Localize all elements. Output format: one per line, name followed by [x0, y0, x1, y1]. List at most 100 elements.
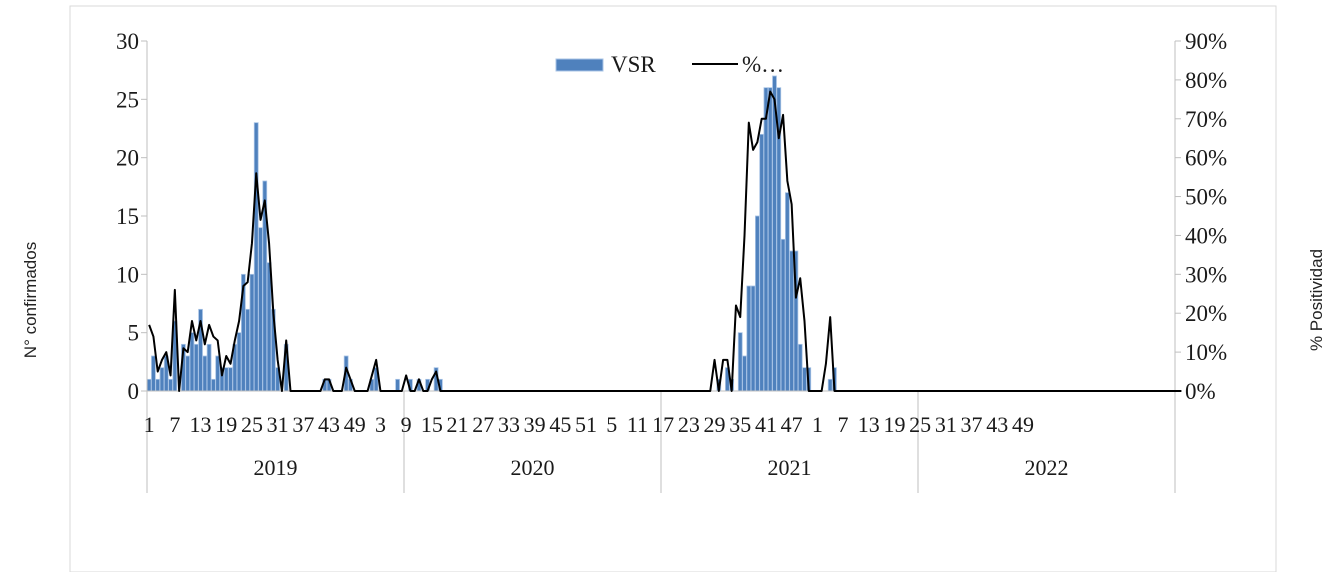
x-tick-label-8: 49: [344, 412, 366, 437]
y2-tick-label-9: 90%: [1185, 29, 1227, 54]
bar-vsr-25: [253, 122, 259, 392]
x-tick-label-32: 37: [961, 412, 983, 437]
bar-vsr-149: [784, 192, 790, 392]
year-label-2019: 2019: [254, 455, 298, 480]
bar-vsr-24: [249, 273, 255, 392]
bar-vsr-159: [827, 378, 833, 392]
bar-vsr-14: [206, 343, 212, 392]
bar-vsr-3: [159, 367, 165, 392]
bar-vsr-23: [245, 308, 251, 392]
bar-vsr-142: [755, 215, 760, 392]
x-tick-label-27: 7: [838, 412, 849, 437]
bar-vsr-138: [737, 332, 743, 392]
bar-vsr-139: [742, 355, 747, 392]
x-tick-label-23: 35: [729, 412, 751, 437]
x-tick-label-13: 27: [472, 412, 494, 437]
x-tick-label-11: 15: [421, 412, 443, 437]
legend-vsr-swatch: [555, 58, 604, 72]
y-tick-label-30: 30: [116, 29, 139, 54]
y2-tick-label-6: 60%: [1185, 146, 1227, 171]
bar-vsr-2: [155, 378, 161, 392]
y2-tick-label-2: 20%: [1185, 301, 1227, 326]
labels-layer: 0510152025300%10%20%30%40%50%60%70%80%90…: [116, 29, 1227, 480]
bar-vsr-145: [767, 87, 773, 392]
x-tick-label-5: 31: [267, 412, 289, 437]
y-tick-label-0: 0: [128, 379, 140, 404]
year-label-2021: 2021: [768, 455, 812, 480]
y2-tick-label-3: 30%: [1185, 262, 1227, 287]
x-tick-label-29: 19: [883, 412, 905, 437]
bar-vsr-11: [193, 343, 199, 392]
x-tick-label-30: 25: [909, 412, 931, 437]
y-tick-label-20: 20: [116, 146, 139, 171]
x-tick-label-0: 1: [144, 412, 155, 437]
legend: VSR %…: [555, 52, 784, 77]
bar-vsr-5: [168, 378, 173, 392]
x-tick-label-4: 25: [241, 412, 263, 437]
bar-vsr-150: [789, 250, 795, 392]
x-tick-label-22: 29: [704, 412, 726, 437]
x-tick-label-10: 9: [401, 412, 412, 437]
x-tick-label-12: 21: [447, 412, 469, 437]
bar-vsr-9: [185, 355, 191, 392]
bar-vsr-10: [189, 332, 195, 392]
y2-tick-label-7: 70%: [1185, 107, 1227, 132]
x-tick-label-21: 23: [678, 412, 700, 437]
bar-vsr-21: [236, 332, 242, 392]
y2-tick-label-0: 0%: [1185, 379, 1216, 404]
x-tick-label-17: 51: [575, 412, 597, 437]
year-label-2020: 2020: [511, 455, 555, 480]
line-layer: [148, 90, 1182, 392]
x-tick-label-15: 39: [524, 412, 546, 437]
y2-tick-label-4: 40%: [1185, 223, 1227, 248]
y-tick-label-25: 25: [116, 87, 139, 112]
y-tick-label-5: 5: [128, 321, 140, 346]
bar-vsr-15: [211, 378, 216, 392]
x-tick-label-16: 45: [549, 412, 571, 437]
bar-vsr-0: [146, 378, 152, 392]
y2-axis-title: % Positividad: [1307, 249, 1326, 351]
x-tick-label-9: 3: [375, 412, 386, 437]
x-tick-label-25: 47: [781, 412, 803, 437]
x-tick-label-26: 1: [812, 412, 823, 437]
legend-line-label: %…: [742, 52, 784, 77]
bar-vsr-148: [780, 238, 786, 392]
x-tick-label-18: 5: [606, 412, 617, 437]
bar-vsr-26: [258, 227, 263, 392]
bar-vsr-144: [763, 87, 769, 392]
y2-tick-label-5: 50%: [1185, 185, 1227, 210]
bar-vsr-1: [151, 355, 156, 392]
x-tick-label-2: 13: [190, 412, 212, 437]
x-tick-label-24: 41: [755, 412, 777, 437]
x-tick-label-6: 37: [292, 412, 314, 437]
x-tick-label-28: 13: [858, 412, 880, 437]
legend-vsr-label: VSR: [611, 52, 656, 77]
y2-tick-label-8: 80%: [1185, 68, 1227, 93]
x-tick-label-19: 11: [627, 412, 648, 437]
x-tick-label-34: 49: [1012, 412, 1034, 437]
year-label-2022: 2022: [1025, 455, 1069, 480]
x-tick-label-3: 19: [215, 412, 237, 437]
bar-vsr-140: [746, 285, 752, 392]
bar-vsr-13: [202, 355, 208, 392]
bar-vsr-153: [802, 367, 807, 392]
y-tick-label-10: 10: [116, 262, 139, 287]
bar-vsr-58: [395, 378, 400, 392]
line-positividad: [148, 90, 1182, 392]
x-tick-label-7: 43: [318, 412, 340, 437]
x-tick-label-20: 17: [652, 412, 674, 437]
x-tick-label-31: 31: [935, 412, 957, 437]
y2-tick-label-1: 10%: [1185, 340, 1227, 365]
bar-vsr-146: [772, 75, 777, 392]
bar-vsr-152: [797, 343, 803, 392]
bar-vsr-141: [750, 285, 756, 392]
x-tick-label-14: 33: [498, 412, 520, 437]
bar-vsr-18: [223, 367, 229, 392]
bar-vsr-143: [759, 133, 765, 392]
x-tick-label-1: 7: [169, 412, 180, 437]
bar-vsr-19: [228, 367, 233, 392]
x-tick-label-33: 43: [986, 412, 1008, 437]
bar-vsr-16: [215, 355, 221, 392]
